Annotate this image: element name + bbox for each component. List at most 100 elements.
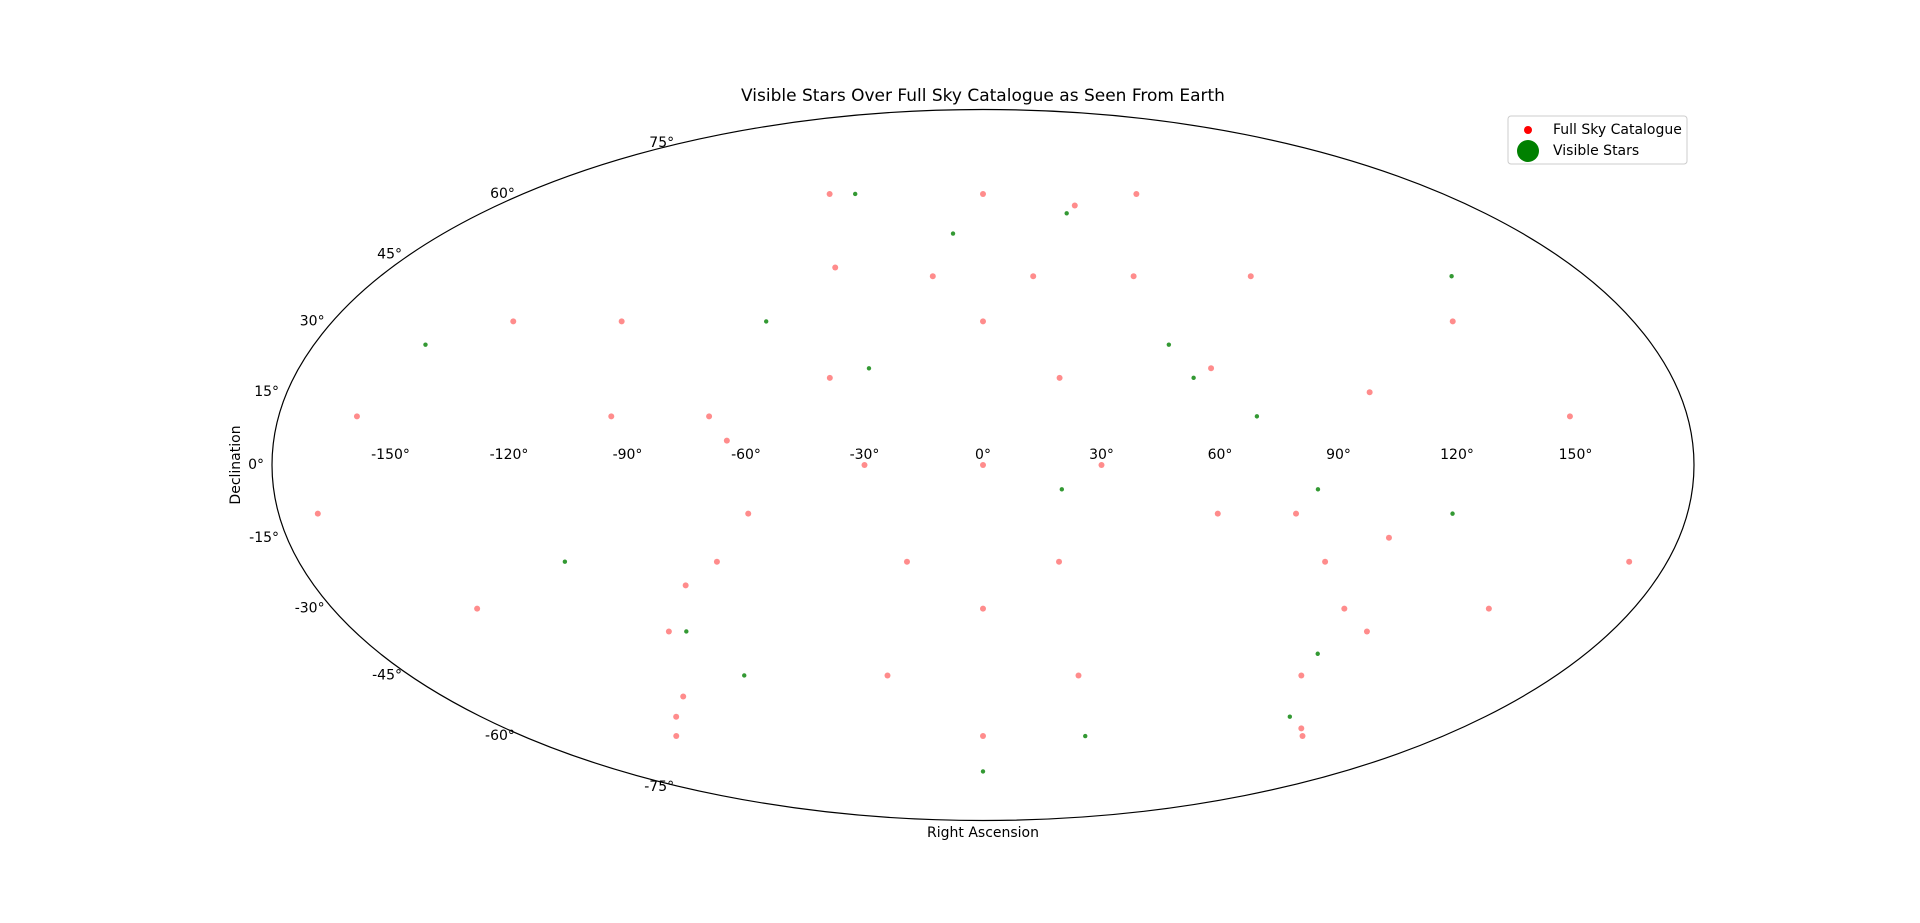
y-tick-label: -45° (372, 667, 402, 683)
catalogue-star (861, 462, 868, 468)
legend-label: Visible Stars (1553, 143, 1639, 159)
visible-star (1166, 342, 1172, 347)
catalogue-star (980, 462, 986, 468)
x-tick-label: 60° (1208, 447, 1233, 463)
catalogue-star (682, 582, 689, 589)
catalogue-star (1130, 273, 1137, 280)
visible-star (866, 366, 872, 371)
catalogue-star (1247, 273, 1254, 280)
catalogue-star (665, 628, 672, 635)
visible-star (980, 769, 986, 774)
visible-star (1064, 211, 1069, 216)
catalogue-star (1208, 365, 1215, 372)
catalogue-star (1214, 510, 1221, 517)
x-tick-label: 120° (1440, 447, 1474, 463)
catalogue-star (826, 374, 833, 381)
catalogue-star (980, 190, 986, 197)
catalogue-star (745, 510, 752, 517)
catalogue-star (1030, 273, 1037, 280)
visible-star (1315, 651, 1320, 656)
visible-star (562, 559, 568, 564)
visible-star (950, 231, 956, 236)
x-tick-label: -150° (371, 447, 410, 463)
catalogue-star (1056, 374, 1063, 381)
catalogue-star (1293, 510, 1300, 517)
visible-star (1254, 414, 1260, 419)
catalogue-star (1366, 389, 1373, 396)
catalogue-star (1071, 202, 1078, 209)
catalogue-star (1566, 413, 1573, 420)
catalogue-star (1363, 628, 1370, 635)
y-axis-label: Declination (228, 425, 244, 504)
visible-star (1315, 487, 1321, 492)
y-tick-label: 60° (490, 186, 515, 202)
x-axis-label: Right Ascension (927, 825, 1039, 841)
catalogue-star (673, 733, 680, 740)
catalogue-star (980, 605, 986, 612)
y-tick-label: 75° (649, 135, 674, 151)
catalogue-star (1098, 462, 1105, 468)
visible-star (684, 629, 689, 634)
x-tick-label: -120° (490, 447, 529, 463)
catalogue-star (980, 733, 986, 740)
chart-title: Visible Stars Over Full Sky Catalogue as… (741, 86, 1225, 106)
catalogue-star (680, 693, 687, 700)
catalogue-star (903, 558, 910, 565)
y-tick-label: -15° (249, 530, 279, 546)
catalogue-star (723, 437, 730, 444)
catalogue-star (618, 318, 625, 325)
catalogue-star (1341, 605, 1348, 612)
legend: Full Sky Catalogue Visible Stars (1507, 115, 1688, 165)
visible-star (763, 319, 769, 324)
legend-marker (1524, 126, 1532, 134)
visible-star (423, 342, 428, 347)
visible-star (852, 191, 858, 197)
legend-marker (1517, 140, 1539, 162)
catalogue-star (706, 413, 713, 420)
sky-boundary (271, 108, 1695, 822)
catalogue-star (1133, 190, 1140, 197)
x-tick-label: 30° (1089, 447, 1114, 463)
catalogue-star (314, 510, 321, 517)
catalogue-star (474, 605, 481, 612)
catalogue-star (713, 558, 720, 565)
y-tick-label: -75° (644, 779, 674, 795)
y-tick-label: -60° (485, 728, 515, 744)
catalogue-star (1385, 534, 1392, 541)
catalogue-star (353, 413, 360, 420)
catalogue-star (980, 318, 986, 325)
catalogue-star (1298, 672, 1305, 679)
visible-star (1449, 274, 1454, 279)
visible-star (1191, 375, 1196, 381)
y-tick-label: 0° (248, 457, 264, 473)
visible-star (1083, 733, 1088, 739)
y-tick-label: -30° (295, 601, 325, 617)
catalogue-star (832, 264, 839, 271)
plot-area (314, 190, 1633, 774)
x-tick-label: -60° (731, 447, 761, 463)
catalogue-star (826, 190, 833, 197)
y-tick-label: 15° (254, 384, 279, 400)
legend-label: Full Sky Catalogue (1553, 122, 1682, 138)
catalogue-star (884, 672, 891, 679)
catalogue-star (1322, 558, 1329, 565)
y-tick-label: 30° (300, 313, 325, 329)
y-tick-label: 45° (377, 247, 402, 263)
x-tick-label: 150° (1559, 447, 1593, 463)
x-tick-label: -90° (613, 447, 643, 463)
x-tick-label: -30° (850, 447, 880, 463)
visible-star (1450, 511, 1455, 516)
catalogue-star (929, 273, 936, 280)
visible-star (1287, 714, 1293, 719)
catalogue-star (1075, 672, 1082, 679)
x-tick-label: 0° (975, 447, 991, 463)
catalogue-star (608, 413, 615, 420)
catalogue-star (1299, 733, 1306, 740)
x-tick-label: 90° (1326, 447, 1351, 463)
visible-star (742, 673, 747, 678)
catalogue-star (1485, 605, 1492, 612)
catalogue-star (1626, 558, 1633, 565)
catalogue-star (510, 318, 517, 325)
catalogue-star (1449, 318, 1456, 325)
